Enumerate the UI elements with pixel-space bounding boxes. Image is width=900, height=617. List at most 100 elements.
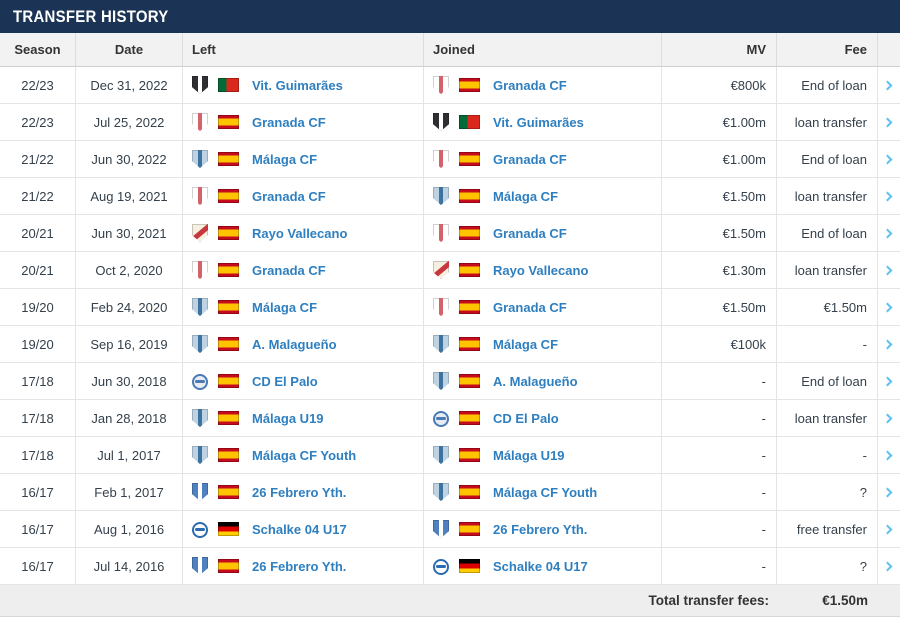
left-club-cell: Málaga CF Youth xyxy=(183,437,424,473)
joined-club-link[interactable]: Málaga CF xyxy=(493,188,559,204)
club-crest-icon xyxy=(433,446,449,464)
country-flag-icon xyxy=(459,115,480,129)
season-cell: 20/21 xyxy=(0,252,76,288)
left-club-link[interactable]: A. Malagueño xyxy=(252,336,337,352)
panel-title: Transfer history xyxy=(13,6,169,26)
fee-cell: - xyxy=(777,437,878,473)
chevron-right-icon xyxy=(882,339,893,349)
column-header-mv: MV xyxy=(662,33,777,66)
left-club-link[interactable]: Málaga CF xyxy=(252,299,318,315)
season-cell: 17/18 xyxy=(0,437,76,473)
left-club-link[interactable]: Málaga CF Youth xyxy=(252,447,357,463)
left-club-link[interactable]: Schalke 04 U17 xyxy=(252,521,347,537)
left-club-cell: Granada CF xyxy=(183,104,424,140)
date-cell: Jan 28, 2018 xyxy=(76,400,183,436)
joined-club-link[interactable]: Granada CF xyxy=(493,299,567,315)
country-flag-icon xyxy=(218,152,239,166)
date-cell: Feb 1, 2017 xyxy=(76,474,183,510)
transfer-detail-link[interactable] xyxy=(878,474,900,510)
market-value-cell: €1.00m xyxy=(662,104,777,140)
club-crest-icon xyxy=(192,76,208,94)
season-cell: 19/20 xyxy=(0,289,76,325)
season-cell: 20/21 xyxy=(0,215,76,251)
country-flag-icon xyxy=(459,189,480,203)
joined-club-link[interactable]: Málaga CF xyxy=(493,336,559,352)
joined-club-link[interactable]: Málaga CF Youth xyxy=(493,484,598,500)
club-crest-icon xyxy=(192,409,208,427)
transfer-detail-link[interactable] xyxy=(878,252,900,288)
transfer-detail-link[interactable] xyxy=(878,400,900,436)
joined-club-cell: Málaga CF xyxy=(424,326,662,362)
left-club-cell: Schalke 04 U17 xyxy=(183,511,424,547)
left-club-cell: 26 Febrero Yth. xyxy=(183,474,424,510)
chevron-right-icon xyxy=(882,561,893,571)
transfer-detail-link[interactable] xyxy=(878,437,900,473)
column-header-left: Left xyxy=(183,33,424,66)
left-club-link[interactable]: Málaga CF xyxy=(252,151,318,167)
left-club-link[interactable]: 26 Febrero Yth. xyxy=(252,558,347,574)
joined-club-link[interactable]: CD El Palo xyxy=(493,410,559,426)
joined-club-link[interactable]: Rayo Vallecano xyxy=(493,262,589,278)
crest-band xyxy=(438,520,444,538)
transfer-detail-link[interactable] xyxy=(878,141,900,177)
fee-cell: End of loan xyxy=(777,363,878,399)
country-flag-icon xyxy=(459,300,480,314)
table-row: 20/21 Oct 2, 2020 Granada CF Rayo Vallec… xyxy=(0,252,900,289)
club-crest-icon xyxy=(192,224,208,242)
left-club-link[interactable]: Rayo Vallecano xyxy=(252,225,348,241)
table-body: 22/23 Dec 31, 2022 Vit. Guimarães Granad… xyxy=(0,67,900,585)
joined-club-link[interactable]: Granada CF xyxy=(493,225,567,241)
transfer-detail-link[interactable] xyxy=(878,289,900,325)
transfer-detail-link[interactable] xyxy=(878,363,900,399)
transfer-detail-link[interactable] xyxy=(878,104,900,140)
date-cell: Aug 19, 2021 xyxy=(76,178,183,214)
fee-cell: loan transfer xyxy=(777,400,878,436)
crest-band xyxy=(438,187,444,205)
left-club-link[interactable]: Granada CF xyxy=(252,262,326,278)
joined-club-link[interactable]: A. Malagueño xyxy=(493,373,578,389)
country-flag-icon xyxy=(218,522,239,536)
country-flag-icon xyxy=(459,337,480,351)
club-crest-icon xyxy=(433,372,449,390)
transfer-detail-link[interactable] xyxy=(878,511,900,547)
left-club-link[interactable]: Granada CF xyxy=(252,188,326,204)
transfer-detail-link[interactable] xyxy=(878,178,900,214)
left-club-link[interactable]: Málaga U19 xyxy=(252,410,324,426)
date-cell: Dec 31, 2022 xyxy=(76,67,183,103)
joined-club-link[interactable]: Vit. Guimarães xyxy=(493,114,584,130)
joined-club-link[interactable]: 26 Febrero Yth. xyxy=(493,521,588,537)
table-row: 16/17 Aug 1, 2016 Schalke 04 U17 26 Febr… xyxy=(0,511,900,548)
transfer-detail-link[interactable] xyxy=(878,215,900,251)
season-cell: 22/23 xyxy=(0,104,76,140)
transfer-detail-link[interactable] xyxy=(878,326,900,362)
left-club-link[interactable]: Granada CF xyxy=(252,114,326,130)
transfer-detail-link[interactable] xyxy=(878,67,900,103)
left-club-link[interactable]: Vit. Guimarães xyxy=(252,77,343,93)
market-value-cell: €1.50m xyxy=(662,178,777,214)
column-header-detail xyxy=(878,33,900,66)
left-club-link[interactable]: CD El Palo xyxy=(252,373,318,389)
transfer-detail-link[interactable] xyxy=(878,548,900,584)
club-crest-icon xyxy=(433,113,449,131)
joined-club-link[interactable]: Málaga U19 xyxy=(493,447,565,463)
fee-cell: €1.50m xyxy=(777,289,878,325)
joined-club-link[interactable]: Granada CF xyxy=(493,77,567,93)
date-cell: Jun 30, 2021 xyxy=(76,215,183,251)
date-cell: Jul 25, 2022 xyxy=(76,104,183,140)
club-crest-icon xyxy=(433,150,449,168)
crest-band xyxy=(197,335,203,353)
left-club-cell: Vit. Guimarães xyxy=(183,67,424,103)
left-club-cell: Málaga U19 xyxy=(183,400,424,436)
left-club-link[interactable]: 26 Febrero Yth. xyxy=(252,484,347,500)
club-crest-icon xyxy=(192,187,208,205)
joined-club-link[interactable]: Schalke 04 U17 xyxy=(493,558,588,574)
fee-cell: End of loan xyxy=(777,141,878,177)
country-flag-icon xyxy=(459,263,480,277)
country-flag-icon xyxy=(218,337,239,351)
joined-club-link[interactable]: Granada CF xyxy=(493,151,567,167)
country-flag-icon xyxy=(218,559,239,573)
joined-club-cell: CD El Palo xyxy=(424,400,662,436)
joined-club-cell: 26 Febrero Yth. xyxy=(424,511,662,547)
crest-band xyxy=(197,298,203,316)
country-flag-icon xyxy=(218,300,239,314)
